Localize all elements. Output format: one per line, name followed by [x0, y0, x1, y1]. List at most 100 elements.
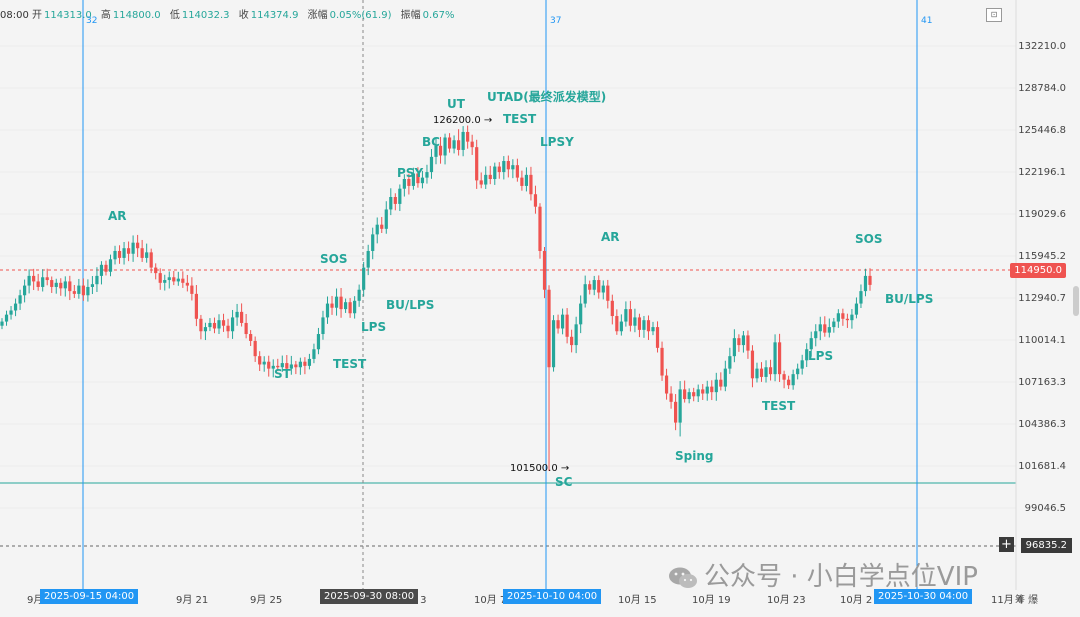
close-label: 收	[238, 10, 249, 21]
candle-body	[574, 324, 578, 346]
candle-body	[705, 386, 709, 394]
price-tick: 125446.8	[1018, 125, 1066, 136]
candle-body	[190, 285, 194, 294]
candle-body	[484, 174, 488, 185]
candle-body	[63, 281, 67, 289]
candle-body	[50, 280, 54, 287]
price-tick: 110014.1	[1018, 335, 1066, 346]
candle-body	[9, 310, 13, 315]
candle-body	[560, 314, 565, 329]
candle-body	[457, 140, 461, 150]
candle-body	[619, 321, 623, 332]
candle-body	[203, 327, 208, 332]
candle-body	[380, 224, 384, 229]
change-label: 涨幅	[307, 10, 328, 21]
candle-body	[836, 313, 840, 322]
candle-body	[452, 140, 456, 149]
wyckoff-label-psy: PSY	[397, 166, 424, 180]
candle-body	[746, 335, 750, 351]
candle-body	[389, 197, 393, 210]
candle-body	[113, 250, 117, 260]
candle-body	[154, 267, 158, 274]
candle-body	[108, 259, 113, 272]
candle-body	[859, 291, 863, 304]
wechat-icon	[669, 567, 697, 588]
low-marker: 101500.0 →	[510, 463, 570, 474]
candle-body	[520, 177, 524, 186]
candle-body	[488, 174, 492, 180]
chart-grid	[0, 45, 1016, 509]
wyckoff-label-bc: BC	[422, 135, 440, 149]
candle-body	[303, 361, 307, 366]
wyckoff-label-test: TEST	[503, 112, 537, 126]
candle-body	[312, 349, 316, 359]
axis-tail-text: 筹 爆	[1015, 595, 1039, 606]
candle-body	[307, 358, 312, 366]
candle-body	[18, 295, 22, 304]
candle-body	[660, 347, 664, 376]
wyckoff-label-ar: AR	[601, 230, 620, 244]
candle-body	[714, 379, 718, 393]
candle-body	[294, 364, 298, 368]
current-price-badge: 114950.0	[1010, 263, 1066, 278]
candle-body	[805, 349, 809, 361]
candle-body	[271, 365, 275, 369]
candle-body	[737, 338, 741, 346]
candle-body	[32, 275, 36, 282]
candle-body	[443, 137, 447, 156]
candle-body	[181, 278, 185, 283]
time-tick: 10月 2	[840, 595, 873, 606]
crosshair-date-badge: 2025-09-30 08:00	[320, 589, 419, 604]
candle-body	[692, 392, 696, 397]
price-axis-scroll-handle[interactable]	[1073, 286, 1079, 316]
candle-body	[167, 277, 171, 281]
crosshair-price-badge: 96835.2	[1020, 538, 1072, 553]
candle-body	[45, 277, 49, 281]
candle-body	[579, 303, 583, 325]
candle-body	[493, 166, 497, 180]
candle-body	[787, 379, 791, 386]
candle-body	[556, 320, 560, 329]
price-tick: 112940.7	[1018, 293, 1066, 304]
candle-body	[529, 174, 533, 195]
price-tick: 132210.0	[1018, 41, 1066, 52]
candle-body	[411, 173, 415, 186]
add-plus-icon[interactable]: +	[999, 537, 1014, 552]
candle-body	[796, 368, 800, 375]
price-tick: 119029.6	[1018, 209, 1066, 220]
price-tick: 122196.1	[1018, 167, 1066, 178]
candle-body	[267, 361, 271, 369]
price-tick: 104386.3	[1018, 419, 1066, 430]
watermark: 公众号 · 小白学点位VIP	[668, 556, 978, 593]
price-tick: 101681.4	[1018, 461, 1066, 472]
candle-body	[606, 285, 610, 301]
candle-body	[723, 368, 727, 387]
candle-body	[615, 316, 619, 332]
watermark-text: 公众号 · 小白学点位VIP	[704, 562, 978, 592]
wyckoff-label-ar: AR	[108, 209, 127, 223]
candle-body	[90, 284, 95, 287]
price-tick: 115945.2	[1018, 251, 1066, 262]
candle-body	[515, 165, 519, 178]
candle-body	[249, 334, 253, 341]
candle-body	[542, 250, 547, 290]
candle-body	[583, 284, 587, 304]
candle-body	[72, 291, 76, 294]
candle-body	[750, 350, 755, 379]
amplitude-value: 0.67%	[422, 10, 455, 21]
candle-body	[827, 327, 831, 333]
open-label: 开	[32, 10, 43, 21]
candle-body	[54, 282, 58, 287]
maximize-icon[interactable]: ⊡	[986, 8, 1002, 22]
candle-body	[99, 264, 104, 276]
candle-body	[407, 179, 411, 186]
candle-body	[298, 361, 302, 368]
candle-body	[628, 309, 632, 326]
candle-body	[226, 325, 230, 332]
candle-body	[321, 317, 325, 335]
candle-body	[163, 280, 167, 283]
candle-body	[289, 364, 293, 369]
high-value: 114800.0	[112, 10, 161, 21]
candle-body	[845, 318, 849, 321]
